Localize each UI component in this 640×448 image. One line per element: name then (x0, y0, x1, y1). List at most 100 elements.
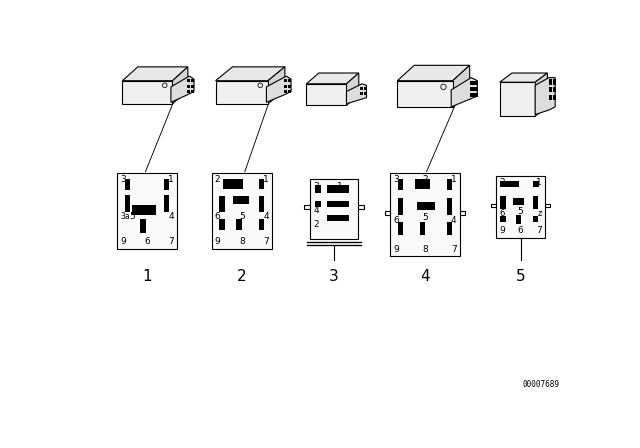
Text: 4: 4 (314, 206, 319, 215)
Bar (360, 92, 364, 95)
Bar (474, 87, 478, 91)
Text: 9: 9 (499, 227, 505, 236)
Text: 3: 3 (330, 269, 339, 284)
Text: 1: 1 (168, 176, 174, 185)
Bar (500, 181, 519, 187)
Bar (474, 81, 478, 85)
Bar (398, 198, 403, 215)
Bar (327, 185, 349, 193)
Text: z: z (538, 208, 542, 218)
Bar (327, 201, 349, 207)
Bar (549, 95, 552, 100)
Text: 5: 5 (516, 269, 525, 284)
Polygon shape (122, 67, 188, 81)
Bar (470, 93, 474, 97)
Bar (415, 179, 431, 189)
Text: 6: 6 (394, 216, 399, 225)
Bar (460, 211, 465, 215)
Bar (533, 216, 538, 222)
Bar (191, 90, 194, 93)
Bar (223, 179, 243, 189)
Bar (187, 90, 190, 93)
Polygon shape (500, 82, 535, 116)
Text: 1: 1 (263, 176, 269, 185)
Bar (447, 222, 452, 235)
Text: 7: 7 (536, 227, 542, 236)
Bar (284, 90, 287, 93)
Polygon shape (451, 78, 477, 107)
Text: 5: 5 (129, 211, 135, 220)
Text: 1: 1 (142, 269, 152, 284)
Polygon shape (346, 84, 367, 104)
Bar (390, 173, 460, 256)
Bar (212, 173, 272, 249)
Text: 6: 6 (499, 208, 504, 218)
Text: 1: 1 (337, 181, 343, 190)
Bar (516, 215, 521, 224)
Text: 1: 1 (451, 176, 456, 185)
Bar (327, 215, 349, 221)
Bar (132, 206, 156, 215)
Text: 6: 6 (215, 211, 221, 220)
Bar (553, 79, 556, 85)
Bar (447, 179, 452, 190)
Bar (117, 173, 177, 249)
Bar (513, 198, 524, 206)
Bar (125, 179, 130, 190)
Text: 00007689: 00007689 (522, 380, 559, 389)
Polygon shape (307, 73, 359, 84)
Bar (234, 196, 249, 204)
Polygon shape (535, 73, 547, 116)
Text: 4: 4 (420, 269, 430, 284)
Text: 2: 2 (422, 176, 428, 185)
Bar (549, 79, 552, 85)
Bar (315, 185, 321, 193)
Bar (500, 216, 506, 222)
Text: 4: 4 (263, 211, 269, 220)
Bar (553, 87, 556, 92)
Bar (310, 179, 358, 239)
Text: 2: 2 (237, 269, 246, 284)
Bar (304, 205, 310, 208)
Text: 4: 4 (451, 216, 456, 225)
Text: 9: 9 (394, 245, 399, 254)
Polygon shape (171, 76, 194, 102)
Polygon shape (397, 81, 452, 107)
Bar (315, 201, 321, 207)
Bar (385, 211, 390, 215)
Bar (236, 220, 242, 230)
Bar (398, 179, 403, 190)
Bar (447, 198, 452, 215)
Text: 4: 4 (168, 211, 174, 220)
Bar (500, 196, 506, 208)
Bar (187, 79, 190, 82)
Bar (420, 222, 425, 235)
Text: 9: 9 (120, 237, 126, 246)
Text: 6: 6 (144, 237, 150, 246)
Bar (549, 87, 552, 92)
Text: 3a: 3a (120, 211, 130, 220)
Text: 1: 1 (536, 178, 542, 187)
Text: 3: 3 (120, 176, 126, 185)
Bar (360, 87, 364, 90)
Bar (470, 81, 474, 85)
Bar (492, 204, 496, 207)
Bar (164, 195, 170, 211)
Bar (398, 222, 403, 235)
Bar (220, 196, 225, 211)
Bar (288, 90, 291, 93)
Polygon shape (346, 73, 359, 105)
Bar (191, 85, 194, 88)
Text: 8: 8 (422, 245, 428, 254)
Polygon shape (172, 67, 188, 104)
Text: 6: 6 (518, 227, 524, 236)
Bar (288, 85, 291, 88)
Text: 2: 2 (314, 220, 319, 229)
Bar (259, 196, 264, 211)
Text: 3: 3 (314, 181, 319, 190)
Bar (470, 87, 474, 91)
Polygon shape (535, 78, 555, 115)
Text: 5: 5 (239, 211, 244, 220)
Polygon shape (452, 65, 470, 107)
Bar (220, 220, 225, 230)
